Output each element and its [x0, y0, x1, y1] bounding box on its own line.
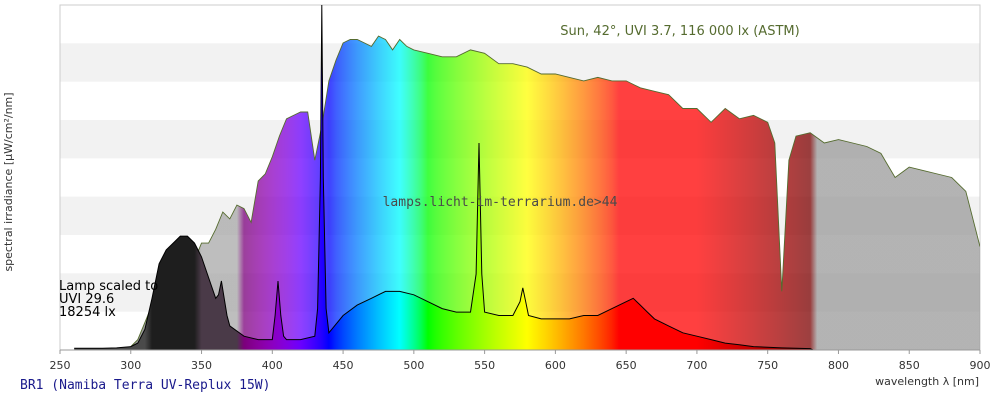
watermark-label: lamps.licht-im-terrarium.de>44	[383, 195, 618, 210]
x-tick-label: 750	[757, 359, 778, 372]
x-tick-label: 500	[403, 359, 424, 372]
x-axis-label: wavelength λ [nm]	[875, 375, 979, 388]
x-tick-label: 250	[50, 359, 71, 372]
x-tick-label: 850	[899, 359, 920, 372]
x-tick-label: 400	[262, 359, 283, 372]
x-tick-label: 550	[474, 359, 495, 372]
lamp-lux-label: 18254 lx	[59, 305, 116, 320]
x-tick-label: 600	[545, 359, 566, 372]
x-tick-label: 800	[828, 359, 849, 372]
lamp-spectrum-line	[74, 5, 814, 350]
lamp-uvi-label: UVI 29.6	[59, 292, 114, 307]
x-tick-label: 450	[333, 359, 354, 372]
x-tick-label: 300	[120, 359, 141, 372]
lamp-scale-label: Lamp scaled to	[59, 279, 158, 294]
y-axis-label: spectral irradiance [µW/cm²/nm]	[2, 92, 15, 271]
sun-legend-label: Sun, 42°, UVI 3.7, 116 000 lx (ASTM)	[560, 24, 799, 39]
x-axis: 250 300 350 400 450 500 550 600 650 700 750 800 850 9…	[50, 349, 991, 372]
sun-spectrum-area	[116, 36, 980, 350]
x-tick-label: 900	[970, 359, 991, 372]
sun-spectrum-line	[116, 35, 980, 350]
x-tick-label: 650	[616, 359, 637, 372]
x-tick-label: 700	[686, 359, 707, 372]
lamp-name-label: BR1 (Namiba Terra UV-Replux 15W)	[20, 378, 270, 393]
x-tick-label: 350	[191, 359, 212, 372]
